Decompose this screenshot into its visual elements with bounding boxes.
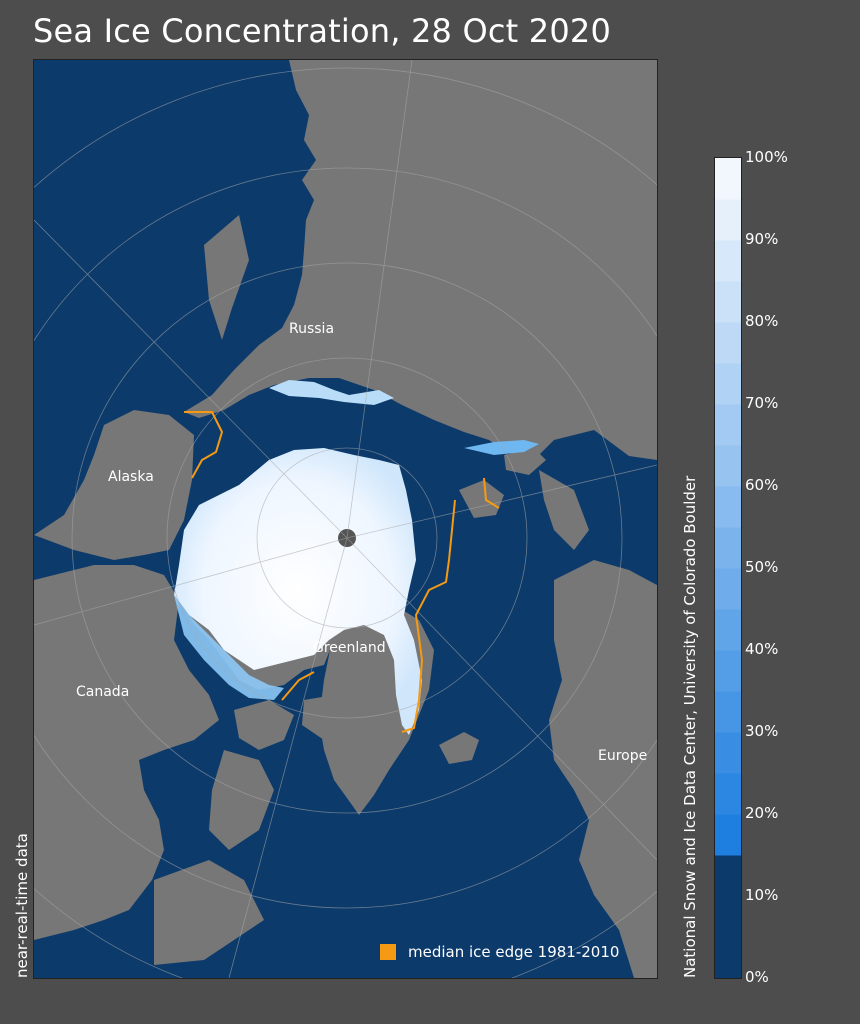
median-ice-edge	[184, 411, 500, 733]
colorbar-tick-label: 100%	[745, 148, 788, 166]
colorbar-band	[715, 445, 741, 487]
colorbar-tick-label: 40%	[745, 640, 779, 658]
colorbar-band	[715, 486, 741, 528]
label-canada: Canada	[76, 684, 130, 700]
colorbar-tick-label: 50%	[745, 558, 779, 576]
label-europe: Europe	[598, 748, 648, 764]
colorbar-tick-label: 70%	[745, 394, 779, 412]
colorbar-tick-label: 20%	[745, 804, 779, 822]
legend-swatch	[380, 944, 396, 960]
colorbar-band	[715, 650, 741, 692]
colorbar-band	[715, 281, 741, 323]
colorbar-tick-label: 80%	[745, 312, 779, 330]
sea-ice-map	[33, 59, 658, 979]
colorbar-band	[715, 814, 741, 856]
colorbar-band	[715, 732, 741, 774]
label-greenland: Greenland	[313, 640, 386, 656]
colorbar-tick-label: 10%	[745, 886, 779, 904]
map-title: Sea Ice Concentration, 28 Oct 2020	[33, 12, 612, 50]
colorbar-band	[715, 568, 741, 610]
colorbar-open-water	[715, 855, 741, 978]
colorbar-band	[715, 199, 741, 241]
colorbar-band	[715, 322, 741, 364]
sea-ice	[174, 380, 539, 735]
colorbar-band	[715, 691, 741, 733]
land	[34, 60, 657, 978]
graticule	[34, 60, 657, 978]
colorbar-band	[715, 240, 741, 282]
nsidc-credit-label: National Snow and Ice Data Center, Unive…	[681, 475, 699, 978]
colorbar-tick-label: 0%	[745, 968, 769, 986]
colorbar-band	[715, 363, 741, 405]
colorbar-tick-label: 60%	[745, 476, 779, 494]
colorbar-tick-label: 30%	[745, 722, 779, 740]
label-russia: Russia	[289, 321, 335, 337]
colorbar-tick-label: 90%	[745, 230, 779, 248]
colorbar-band	[715, 158, 741, 200]
colorbar-band	[715, 609, 741, 651]
legend: median ice edge 1981-2010	[380, 943, 619, 961]
label-alaska: Alaska	[108, 469, 154, 485]
near-real-time-label: near-real-time data	[13, 833, 31, 978]
colorbar-band	[715, 404, 741, 446]
colorbar-band	[715, 773, 741, 815]
legend-label: median ice edge 1981-2010	[408, 943, 620, 961]
colorbar-band	[715, 527, 741, 569]
colorbar	[714, 157, 742, 979]
